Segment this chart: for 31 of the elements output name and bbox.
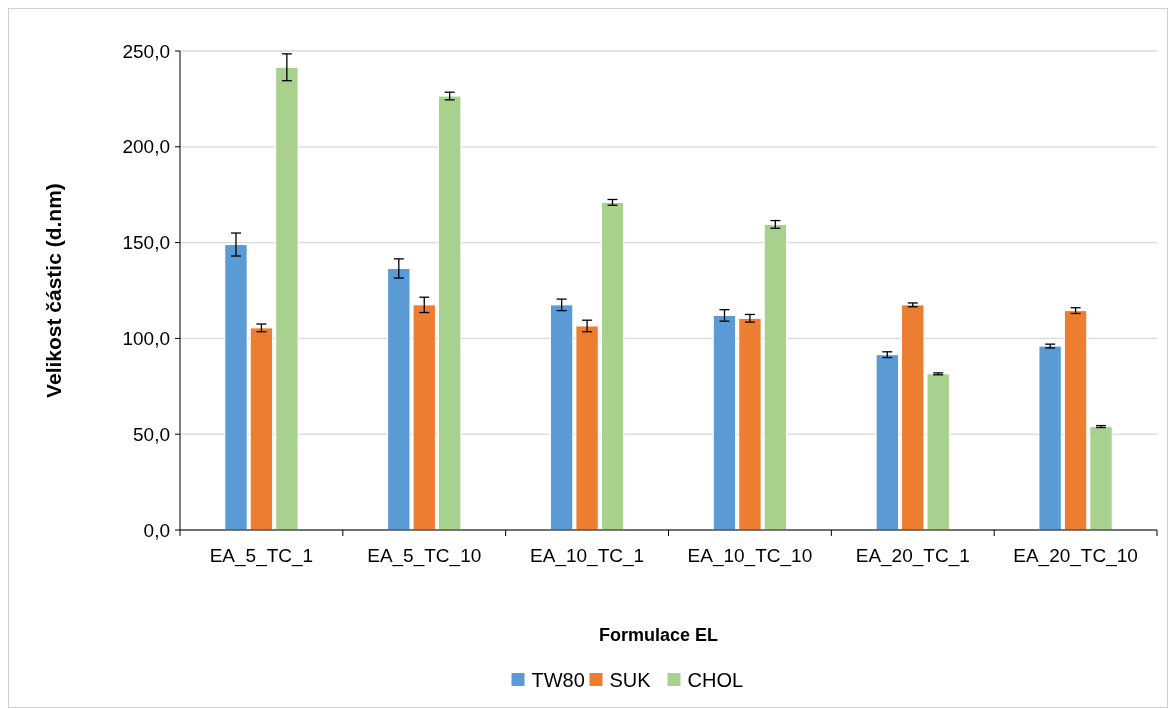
bar [1089,426,1113,531]
bar [738,317,762,531]
bar [1038,345,1062,531]
y-tick-label: 50,0 [133,423,170,445]
legend-label: TW80 [531,669,585,691]
x-tick-label: EA_5_TC_1 [209,545,314,567]
x-tick-label: EA_10_TC_10 [687,545,813,567]
bar [600,201,625,531]
bar [575,325,599,531]
y-tick-label: 150,0 [122,232,170,254]
legend-label: SUK [609,669,652,691]
bar [763,223,788,531]
x-tick-label: EA_20_TC_10 [1013,545,1138,567]
bar [438,95,462,531]
bar [712,314,737,531]
bar [1063,310,1088,531]
y-axis-title: Velikost částic (d.nm) [42,183,65,398]
legend-label: CHOL [687,669,744,691]
x-axis-title: Formulace EL [598,625,719,645]
x-tick-label: EA_20_TC_1 [855,545,970,567]
bar [249,327,274,531]
bar [275,66,299,531]
x-tick-label: EA_5_TC_10 [367,545,482,567]
bar [875,354,899,531]
x-tick-label: EA_10_TC_1 [530,545,645,567]
y-tick-label: 250,0 [122,40,170,62]
y-tick-label: 100,0 [122,328,170,350]
y-tick-label: 0,0 [143,519,170,541]
bar [549,304,574,531]
bar [224,244,248,531]
y-tick-label: 200,0 [122,136,170,158]
